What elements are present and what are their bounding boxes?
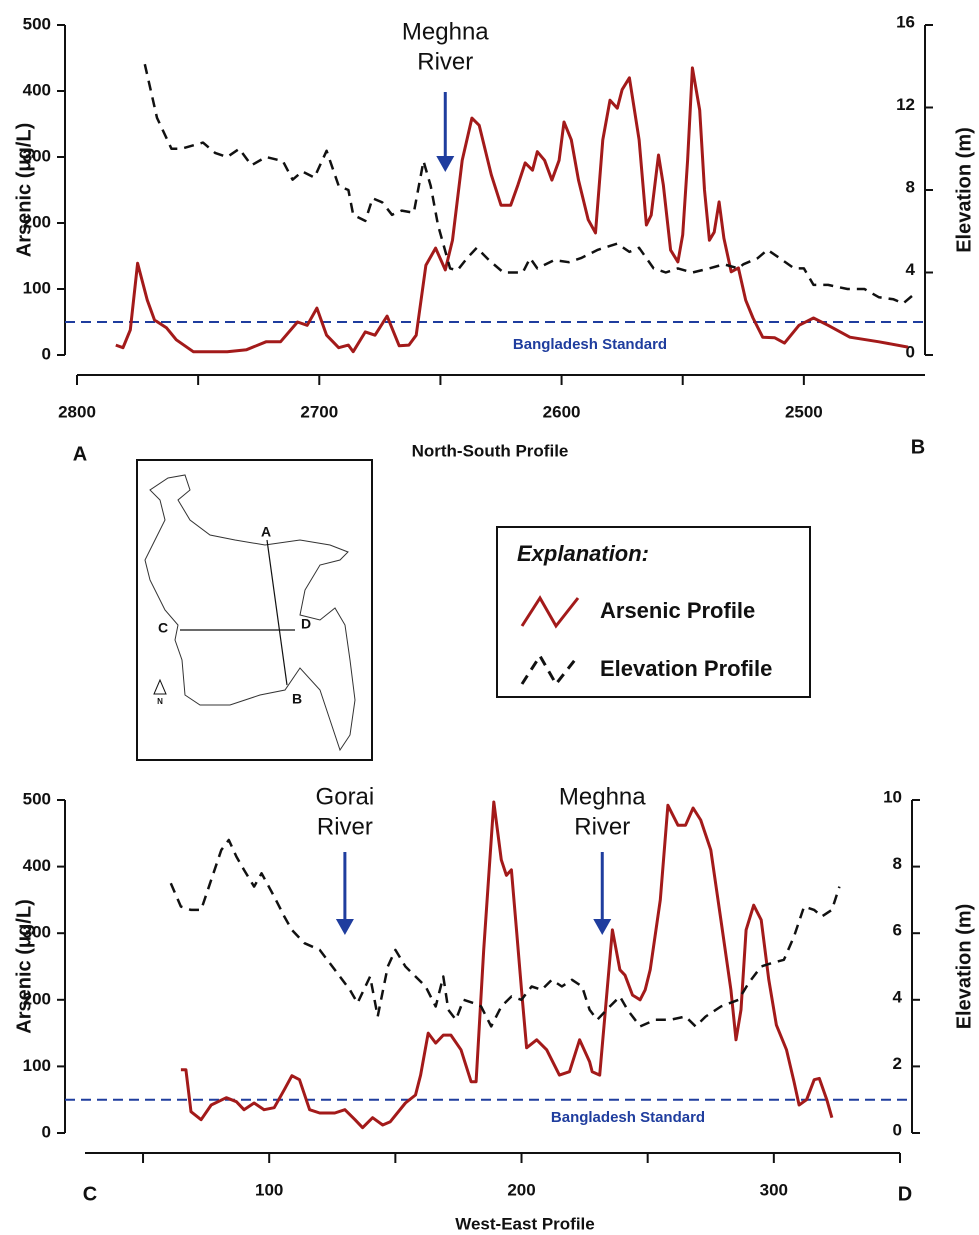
y-tick-label: 400 bbox=[23, 856, 51, 875]
annotation-text: River bbox=[417, 48, 473, 75]
x-tick-label: 100 bbox=[255, 1180, 283, 1199]
y-tick-label: 100 bbox=[23, 278, 51, 297]
x-tick-label: 2800 bbox=[58, 402, 96, 421]
x-tick-label: 2600 bbox=[543, 402, 581, 421]
y2-tick-label: 2 bbox=[893, 1054, 902, 1073]
arsenic-line bbox=[180, 800, 834, 1130]
arrow-head bbox=[436, 156, 455, 172]
x-tick-label: 2700 bbox=[300, 402, 338, 421]
north-arrow bbox=[153, 678, 167, 695]
arrow-head bbox=[593, 919, 612, 935]
annotation-text: Meghna bbox=[559, 783, 646, 810]
map-label: B bbox=[292, 691, 302, 707]
arrow-head bbox=[335, 919, 354, 935]
y-tick-label: 100 bbox=[23, 1056, 51, 1075]
standard-label: Bangladesh Standard bbox=[513, 336, 667, 353]
y2-tick-label: 4 bbox=[893, 987, 903, 1006]
map-label: D bbox=[301, 616, 311, 632]
y-tick-label: 400 bbox=[23, 80, 51, 99]
y2-tick-label: 16 bbox=[896, 12, 915, 31]
elevation-line bbox=[143, 63, 914, 305]
y-tick-label: 500 bbox=[23, 14, 51, 33]
y-tick-label: 300 bbox=[23, 923, 51, 942]
map-outline bbox=[144, 474, 356, 752]
y2-tick-label: 0 bbox=[893, 1120, 902, 1139]
y2-tick-label: 8 bbox=[906, 177, 915, 196]
standard-label: Bangladesh Standard bbox=[551, 1109, 705, 1126]
y-tick-label: 200 bbox=[23, 212, 51, 231]
y2-axis-label: Elevation (m) bbox=[953, 904, 975, 1030]
legend-label: Arsenic Profile bbox=[600, 598, 755, 623]
annotation-text: River bbox=[317, 813, 373, 840]
legend-label: Elevation Profile bbox=[600, 656, 772, 681]
y2-axis-label: Elevation (m) bbox=[953, 127, 975, 253]
y-tick-label: 0 bbox=[42, 1122, 51, 1141]
y-tick-label: 0 bbox=[42, 344, 51, 363]
y2-tick-label: 8 bbox=[893, 854, 902, 873]
y-axis-label: Arsenic (μg/L) bbox=[13, 123, 35, 257]
corner-label: B bbox=[911, 436, 925, 458]
x-tick-label: 300 bbox=[760, 1180, 788, 1199]
annotation-text: River bbox=[574, 813, 630, 840]
inset-map: A B C D N bbox=[136, 459, 373, 761]
map-label: C bbox=[158, 620, 168, 636]
x-axis-label: West-East Profile bbox=[455, 1214, 595, 1233]
y-tick-label: 500 bbox=[23, 789, 51, 808]
y2-tick-label: 4 bbox=[906, 260, 916, 279]
y2-tick-label: 0 bbox=[906, 342, 915, 361]
north-label: N bbox=[157, 697, 163, 706]
legend-swatch bbox=[520, 595, 580, 629]
elevation-line bbox=[169, 838, 841, 1028]
y2-tick-label: 12 bbox=[896, 95, 915, 114]
x-axis-label: North-South Profile bbox=[412, 441, 569, 460]
corner-label: A bbox=[73, 443, 87, 465]
arsenic-line bbox=[115, 66, 909, 354]
y-tick-label: 300 bbox=[23, 146, 51, 165]
x-tick-label: 200 bbox=[507, 1180, 535, 1199]
y-tick-label: 200 bbox=[23, 989, 51, 1008]
y2-tick-label: 10 bbox=[883, 787, 902, 806]
profile-line-ab bbox=[266, 539, 288, 686]
corner-label: C bbox=[83, 1183, 97, 1205]
x-tick-label: 2500 bbox=[785, 402, 823, 421]
annotation-text: Meghna bbox=[402, 18, 489, 45]
y2-tick-label: 6 bbox=[893, 921, 902, 940]
legend-title: Explanation: bbox=[517, 541, 649, 566]
corner-label: D bbox=[898, 1183, 912, 1205]
map-label: A bbox=[261, 524, 271, 540]
annotation-text: Gorai bbox=[316, 783, 375, 810]
y-axis-label: Arsenic (μg/L) bbox=[13, 899, 35, 1033]
